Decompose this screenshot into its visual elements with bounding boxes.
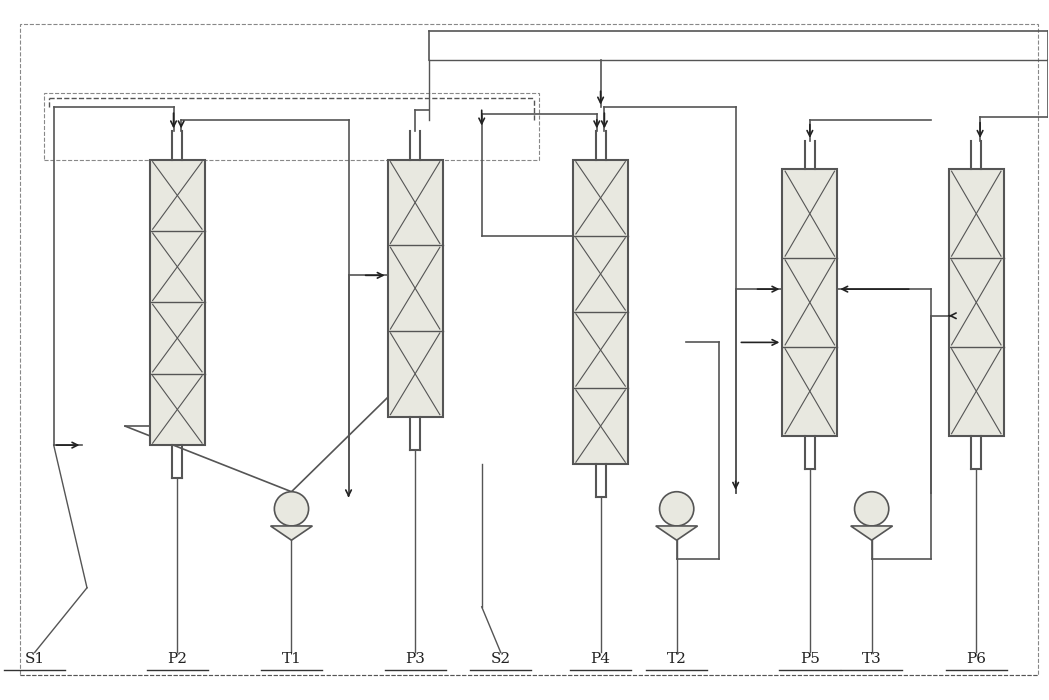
Text: S2: S2 [491,652,511,666]
Bar [783,169,837,435]
Text: P2: P2 [168,652,188,666]
Bar [387,160,443,416]
Text: P3: P3 [405,652,425,666]
Text: T3: T3 [862,652,881,666]
Polygon shape [656,526,698,540]
Text: P6: P6 [966,652,986,666]
Text: T1: T1 [281,652,301,666]
Bar [573,160,628,464]
Circle shape [855,491,889,526]
Polygon shape [851,526,893,540]
Polygon shape [271,526,313,540]
Bar [948,169,1004,435]
Text: S1: S1 [24,652,45,666]
Circle shape [275,491,308,526]
Text: P4: P4 [591,652,611,666]
Bar [44,93,539,160]
Circle shape [660,491,693,526]
Bar [150,160,205,445]
Text: T2: T2 [667,652,687,666]
Text: P5: P5 [800,652,819,666]
